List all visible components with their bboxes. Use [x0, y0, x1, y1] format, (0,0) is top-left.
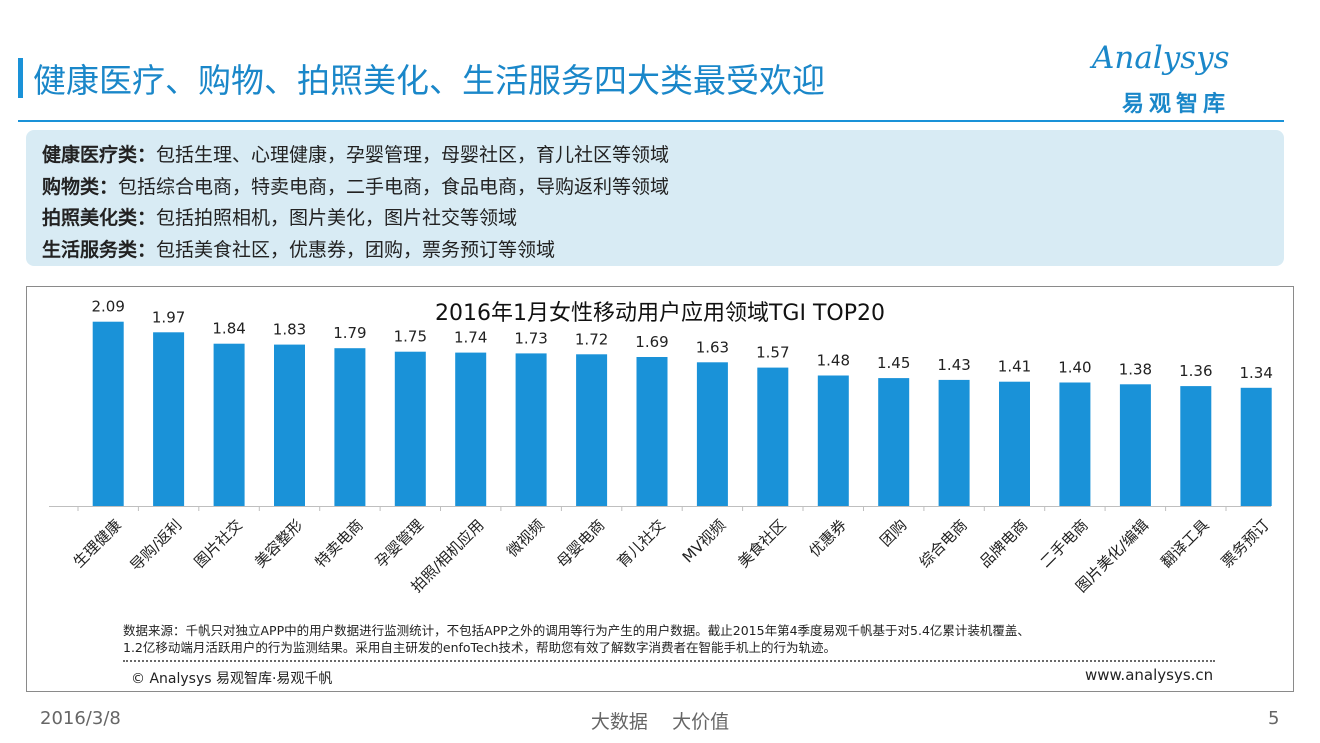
source-note-line2: 1.2亿移动端月活跃用户的行为监测结果。采用自主研发的enfoTech技术，帮助…	[123, 640, 837, 655]
analysys-logo: Analysys 易观智库	[1092, 40, 1282, 118]
category-label: 团购	[876, 516, 910, 550]
source-note-line1: 数据来源：千帆只对独立APP中的用户数据进行监测统计，不包括APP之外的调用等行…	[123, 623, 1030, 638]
logo-chinese: 易观智库	[1122, 92, 1231, 117]
definition-label: 购物类：	[42, 175, 119, 198]
definition-text: 包括生理、心理健康，孕婴管理，母婴社区，育儿社区等领域	[156, 144, 670, 166]
definition-life-service: 生活服务类：包括美食社区，优惠券，团购，票务预订等领域	[42, 235, 1284, 267]
category-label: 票务预订	[1218, 516, 1273, 571]
copyright: © Analysys 易观智库·易观千帆	[131, 671, 333, 687]
page-title: 健康医疗、购物、拍照美化、生活服务四大类最受欢迎	[33, 61, 825, 100]
bar	[92, 321, 124, 506]
website-link[interactable]: www.analysys.cn	[1085, 666, 1214, 684]
definition-shopping: 购物类：包括综合电商，特卖电商，二手电商，食品电商，导购返利等领域	[42, 172, 1284, 204]
data-label: 1.97	[152, 308, 185, 326]
data-label: 1.63	[696, 338, 729, 356]
definition-text: 包括综合电商，特卖电商，二手电商，食品电商，导购返利等领域	[118, 175, 670, 198]
definition-health: 健康医疗类：包括生理、心理健康，孕婴管理，母婴社区，育儿社区等领域	[42, 140, 1284, 172]
title-accent-bar	[18, 58, 23, 98]
category-label: 育儿社交	[614, 516, 669, 571]
definition-label: 生活服务类：	[42, 238, 157, 261]
data-label: 1.45	[877, 354, 910, 372]
category-label: 微视频	[503, 516, 548, 561]
category-label: MV视频	[679, 516, 729, 566]
bar	[1240, 387, 1272, 506]
data-label: 1.36	[1179, 362, 1212, 380]
category-label: 美食社区	[734, 516, 789, 571]
bar	[636, 357, 668, 506]
category-label: 母婴电商	[553, 516, 608, 571]
bar	[153, 332, 185, 506]
category-label: 翻译工具	[1157, 516, 1212, 571]
logo-wordmark: Analysys	[1092, 40, 1230, 76]
footer-date: 2016/3/8	[40, 708, 121, 729]
definition-text: 包括拍照相机，图片美化，图片社交等领域	[156, 207, 518, 229]
definition-text: 包括美食社区，优惠券，团购，票务预订等领域	[156, 238, 556, 261]
category-definitions: 健康医疗类：包括生理、心理健康，孕婴管理，母婴社区，育儿社区等领域 购物类：包括…	[26, 130, 1284, 266]
category-label: 综合电商	[916, 516, 971, 571]
category-label: 孕婴管理	[372, 516, 427, 571]
bar	[455, 352, 487, 506]
bar	[938, 379, 970, 506]
footer-slogan: 大数据 大价值	[590, 711, 730, 733]
bar	[1119, 384, 1151, 506]
category-label: 导购/返利	[127, 516, 186, 575]
definition-photo: 拍照美化类：包括拍照相机，图片美化，图片社交等领域	[42, 203, 1284, 235]
bar	[515, 353, 547, 506]
data-label: 1.74	[454, 329, 487, 347]
data-label: 1.41	[998, 358, 1031, 376]
definition-label: 拍照美化类：	[42, 207, 157, 229]
data-label: 1.48	[817, 352, 850, 370]
bar	[213, 343, 245, 506]
bar	[878, 378, 910, 506]
data-label: 1.34	[1239, 364, 1272, 382]
bar	[394, 351, 426, 506]
bar-chart: 2.09 生理健康 1.97 导购/返利 1.84 图片社交 1.83 美容整形 1.79 特卖电…	[49, 298, 1273, 596]
data-label: 1.75	[394, 328, 427, 346]
category-label: 生理健康	[70, 516, 125, 571]
bar	[334, 348, 366, 506]
bar	[817, 375, 849, 506]
dotted-divider	[123, 660, 1215, 662]
category-label: 图片社交	[191, 516, 246, 571]
bar	[999, 381, 1030, 506]
category-label: 品牌电商	[976, 516, 1031, 571]
page-number: 5	[1268, 708, 1280, 729]
data-label: 2.09	[91, 298, 124, 316]
bar	[1059, 382, 1091, 506]
chart-title: 2016年1月女性移动用户应用领域TGI TOP20	[435, 301, 885, 326]
category-label: 二手电商	[1036, 516, 1091, 571]
data-label: 1.69	[635, 333, 668, 351]
data-label: 1.79	[333, 324, 366, 342]
data-label: 1.38	[1119, 360, 1152, 378]
category-label: 优惠券	[805, 516, 850, 561]
data-label: 1.40	[1058, 359, 1091, 377]
data-label: 1.57	[756, 344, 789, 362]
bar	[1180, 386, 1212, 506]
definition-label: 健康医疗类：	[42, 144, 157, 166]
data-label: 1.73	[514, 329, 547, 347]
data-label: 1.43	[937, 356, 970, 374]
bar	[274, 344, 305, 506]
bar	[576, 354, 608, 506]
data-label: 1.83	[273, 321, 306, 339]
category-label: 美容整形	[251, 516, 306, 571]
data-label: 1.84	[212, 320, 245, 338]
header-divider	[18, 120, 1284, 122]
bar	[757, 367, 789, 506]
bar	[696, 362, 728, 506]
data-label: 1.72	[575, 330, 608, 348]
category-label: 特卖电商	[311, 516, 366, 571]
tgi-chart-panel: 2.09 生理健康 1.97 导购/返利 1.84 图片社交 1.83 美容整形 1.79 特卖电…	[26, 286, 1294, 692]
